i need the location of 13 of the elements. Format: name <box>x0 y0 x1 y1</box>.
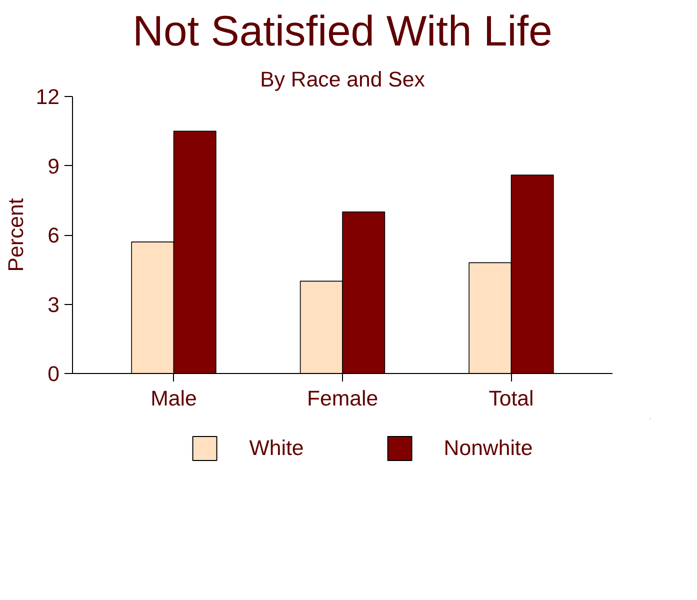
y-tick-label: 3 <box>48 292 60 317</box>
y-tick-label: 0 <box>48 362 60 386</box>
legend-label: White <box>249 436 304 460</box>
y-tick-label: 9 <box>48 154 60 178</box>
x-tick-label: Total <box>488 386 534 410</box>
chart-subtitle: By Race and Sex <box>260 68 426 92</box>
y-axis-title: Percent <box>4 198 28 272</box>
x-tick-label: Male <box>150 386 197 410</box>
chart-title: Not Satisfied With Life <box>132 8 552 56</box>
legend-label: Nonwhite <box>444 436 533 460</box>
y-tick-label: 6 <box>48 224 60 248</box>
y-tick-label: 12 <box>36 85 60 109</box>
x-tick-label: Female <box>306 386 378 410</box>
